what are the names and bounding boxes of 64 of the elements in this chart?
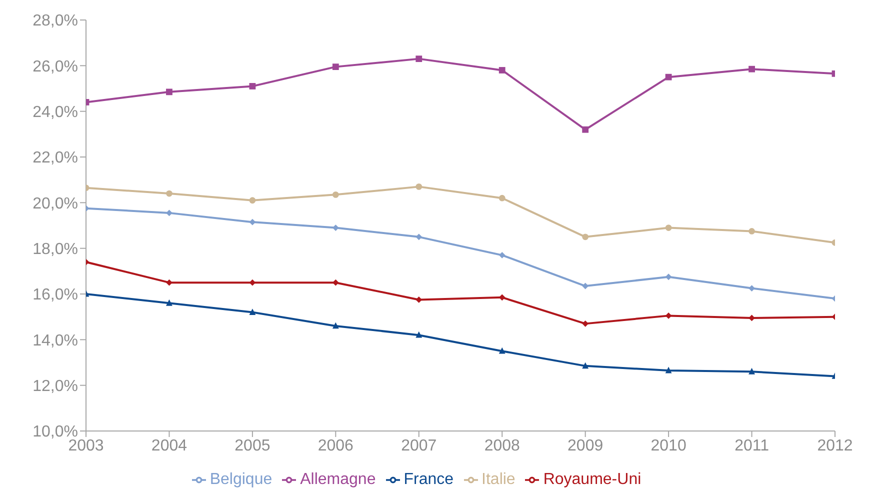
y-tick-label: 24,0% bbox=[32, 104, 78, 122]
point bbox=[249, 218, 256, 226]
point bbox=[582, 126, 589, 133]
point bbox=[498, 294, 506, 301]
point bbox=[166, 190, 172, 197]
x-tick-label: 2004 bbox=[151, 437, 188, 454]
point bbox=[249, 308, 256, 315]
y-tick-label: 16,0% bbox=[32, 286, 78, 304]
point bbox=[249, 83, 256, 90]
y-tick-label: 18,0% bbox=[32, 241, 78, 258]
point bbox=[416, 296, 422, 303]
x-tick-label: 2009 bbox=[568, 437, 604, 454]
point bbox=[748, 314, 755, 322]
legend-label: Belgique bbox=[210, 471, 272, 488]
x-tick-label: 2012 bbox=[817, 437, 853, 454]
y-tick-label: 12,0% bbox=[32, 378, 78, 396]
point bbox=[332, 64, 339, 70]
point bbox=[665, 274, 672, 280]
x-tick-label: 2007 bbox=[401, 437, 437, 454]
point bbox=[582, 234, 589, 240]
point bbox=[498, 67, 506, 74]
point bbox=[748, 368, 755, 374]
line-series bbox=[86, 205, 835, 302]
y-tick-label: 28,0% bbox=[32, 12, 78, 30]
point bbox=[498, 194, 506, 202]
y-tick-label: 26,0% bbox=[32, 58, 78, 76]
point bbox=[332, 224, 339, 231]
point bbox=[665, 74, 672, 80]
point bbox=[582, 282, 589, 290]
point bbox=[332, 322, 339, 329]
point bbox=[166, 279, 172, 286]
point bbox=[332, 279, 339, 286]
point bbox=[166, 210, 172, 216]
point bbox=[665, 312, 672, 319]
point bbox=[498, 347, 506, 354]
point bbox=[748, 66, 755, 72]
x-tick-label: 2005 bbox=[234, 437, 270, 454]
legend-label: France bbox=[404, 471, 454, 488]
point bbox=[582, 362, 589, 369]
point bbox=[665, 366, 672, 374]
x-tick-label: 2008 bbox=[484, 437, 520, 454]
point bbox=[249, 279, 256, 286]
x-tick-label: 2010 bbox=[650, 437, 686, 454]
point bbox=[748, 285, 755, 292]
legend-label: Italie bbox=[482, 471, 516, 488]
legend-label: Royaume-Uni bbox=[543, 471, 642, 488]
point bbox=[416, 56, 422, 62]
point bbox=[498, 252, 506, 258]
point bbox=[665, 224, 672, 231]
x-tick-label: 2011 bbox=[734, 437, 770, 454]
point bbox=[416, 331, 422, 338]
point bbox=[166, 88, 172, 96]
x-tick-label: 2006 bbox=[318, 437, 354, 454]
point bbox=[582, 320, 589, 327]
y-tick-label: 20,0% bbox=[32, 195, 78, 212]
y-tick-label: 22,0% bbox=[32, 150, 78, 167]
point bbox=[249, 197, 256, 204]
point bbox=[416, 183, 422, 190]
y-tick-label: 14,0% bbox=[32, 332, 78, 350]
point bbox=[332, 191, 339, 198]
legend-label: Allemagne bbox=[300, 471, 376, 488]
point bbox=[416, 234, 422, 240]
point bbox=[166, 299, 172, 306]
point bbox=[748, 228, 755, 234]
